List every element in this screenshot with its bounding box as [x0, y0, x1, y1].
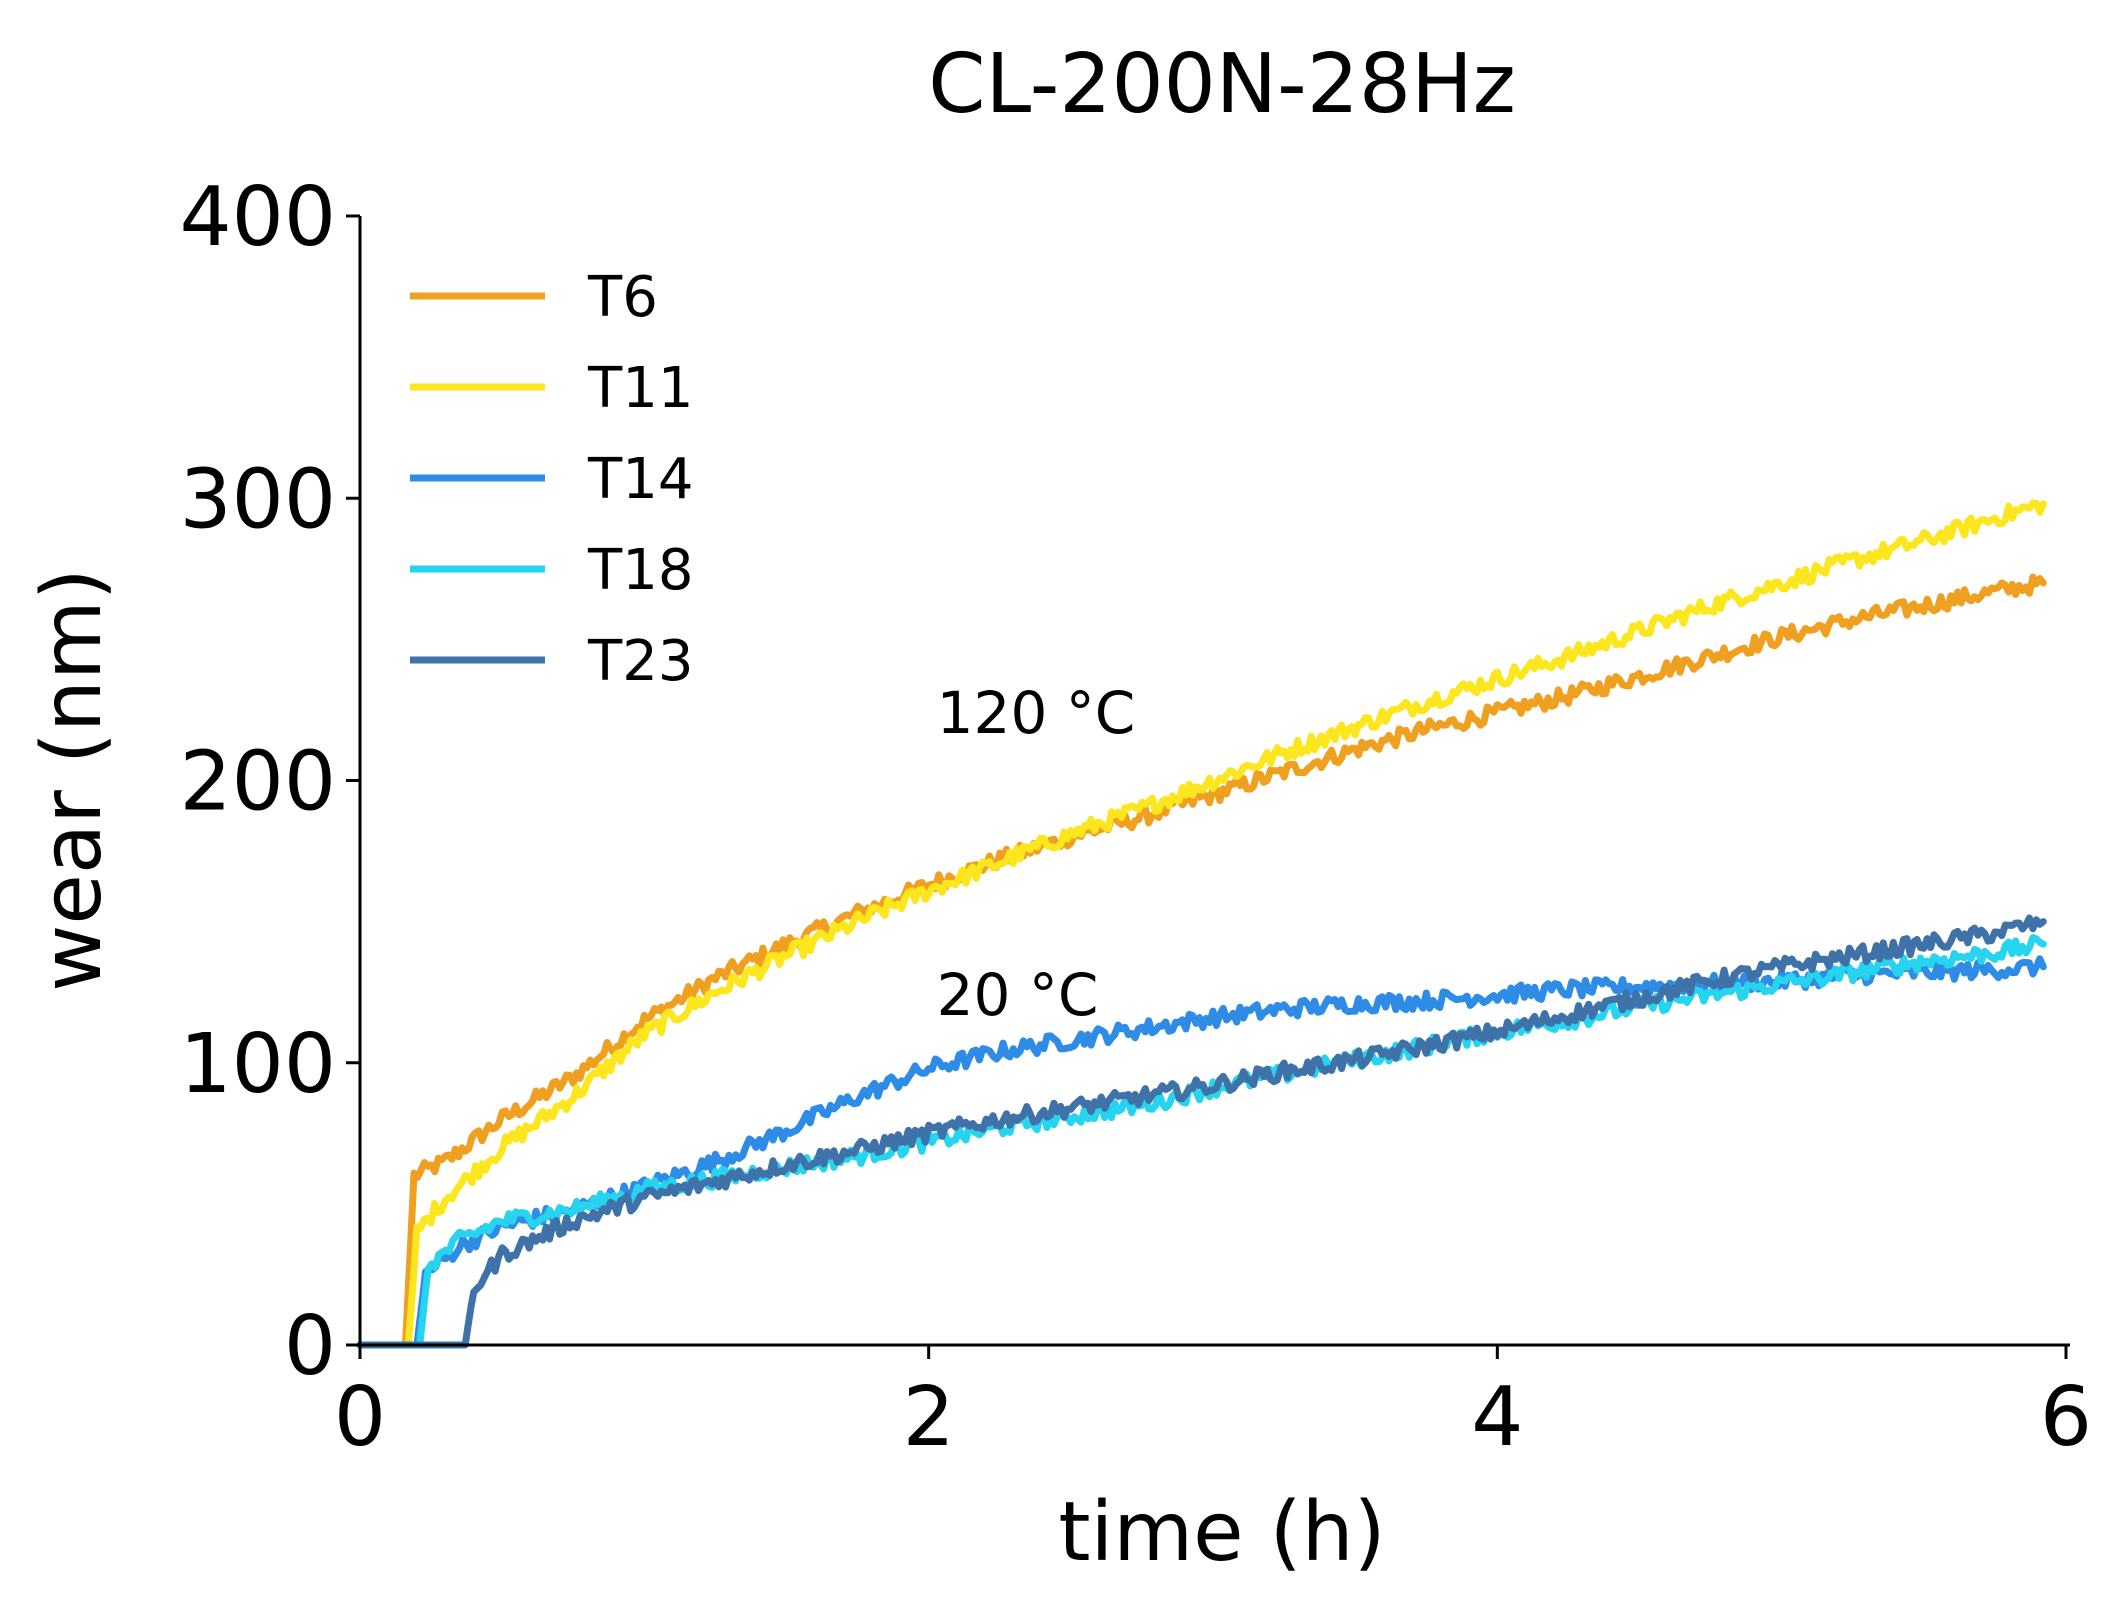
x-tick-label: 0: [334, 1370, 386, 1465]
series-line-t6: [356, 573, 2047, 1349]
annotation-label: 20 °C: [937, 961, 1099, 1029]
y-tick-label: 100: [179, 1017, 336, 1112]
x-ticks: 0 2 4 6: [334, 1345, 2092, 1465]
legend-label-t6: T6: [587, 265, 658, 330]
series-line-t18: [356, 934, 2047, 1349]
series-line-t14: [356, 955, 2047, 1349]
y-ticks: 0 100 200 300 400: [179, 170, 360, 1394]
legend-label-t18: T18: [587, 538, 693, 603]
series-layer: [356, 499, 2047, 1349]
y-tick-label: 200: [179, 735, 336, 830]
x-tick-label: 6: [2040, 1370, 2092, 1465]
y-tick-label: 0: [284, 1299, 336, 1394]
legend: T6 T11 T14 T18 T23: [410, 265, 693, 694]
x-tick-label: 2: [903, 1370, 955, 1465]
series-line-t11: [356, 499, 2047, 1349]
chart-title: CL-200N-28Hz: [928, 37, 1516, 132]
legend-label-t14: T14: [587, 447, 693, 512]
legend-label-t23: T23: [587, 629, 693, 694]
x-tick-label: 4: [1471, 1370, 1523, 1465]
x-axis-label: time (h): [1058, 1485, 1385, 1580]
legend-label-t11: T11: [587, 356, 693, 421]
annotation-label: 120 °C: [937, 679, 1136, 747]
y-tick-label: 400: [179, 170, 336, 265]
y-tick-label: 300: [179, 452, 336, 547]
series-line-t23: [356, 914, 2047, 1349]
annotations: 120 °C 20 °C: [937, 679, 1136, 1029]
y-axis-label: wear (nm): [25, 568, 120, 991]
